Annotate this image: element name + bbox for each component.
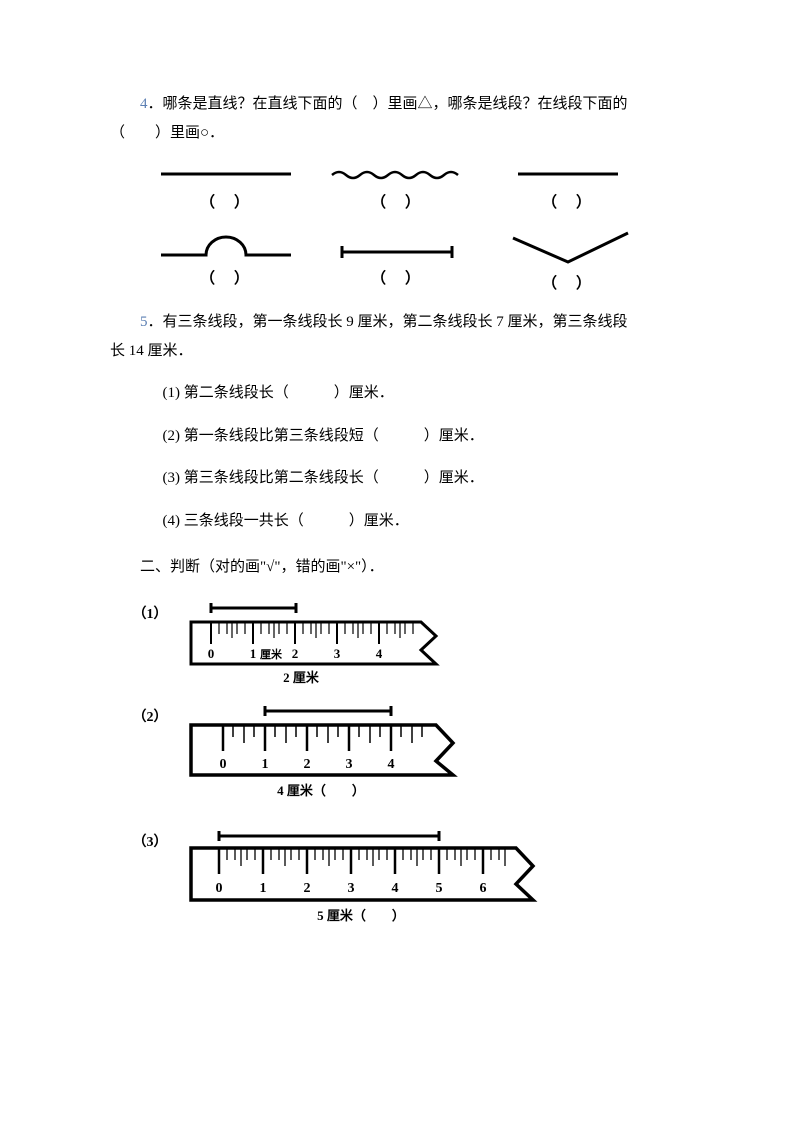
q4-text-a: ．哪条是直线？在直线下面的（ ）里画△，哪条是线段？在线段下面的 [148,96,628,112]
q4-line1: 4．哪条是直线？在直线下面的（ ）里画△，哪条是线段？在线段下面的 [110,90,683,119]
blank-5[interactable]: （ ） [322,265,472,294]
q5-s1[interactable]: (1) 第二条线段长（ ）厘米． [163,379,684,408]
r1-t0: 0 [208,646,215,661]
r3-t6: 6 [480,881,487,896]
q5-line2: 长 14 厘米． [110,337,683,366]
r2-t0: 0 [220,757,227,772]
shape-straight-long: （ ） [151,159,301,218]
r2-num: （2） [133,710,168,725]
r3-t2: 2 [304,881,311,896]
r1-caption: 2 厘米 [283,670,320,685]
q5-line1: 5．有三条线段，第一条线段长 9 厘米，第二条线段长 7 厘米，第三条线段 [110,308,683,337]
q5-s4[interactable]: (4) 三条线段一共长（ ）厘米． [163,507,684,536]
q4-row2: （ ） （ ） （ ） [140,230,653,299]
r1-t3: 3 [334,646,341,661]
r1-t2: 2 [292,646,299,661]
blank-6[interactable]: （ ） [493,270,643,299]
r3-t4: 4 [392,881,399,896]
r1-num: （1） [133,607,168,622]
blank-1[interactable]: （ ） [151,189,301,218]
blank-2[interactable]: （ ） [322,189,472,218]
q5-num: 5 [140,314,148,330]
r2-t1: 1 [262,757,269,772]
q5-s3[interactable]: (3) 第三条线段比第二条线段长（ ）厘米． [163,464,684,493]
q5-s2[interactable]: (2) 第一条线段比第三条线段短（ ）厘米． [163,422,684,451]
r1-t1: 1 [250,646,257,661]
q4-num: 4 [140,96,148,112]
shape-wavy: （ ） [322,159,472,218]
shape-segment: （ ） [322,230,472,299]
r2-t2: 2 [304,757,311,772]
section2-title: 二、判断（对的画"√"，错的画"×"）． [140,553,683,582]
q4-row1: （ ） （ ） （ ） [140,159,653,218]
r3-t3: 3 [348,881,355,896]
ruler-block-2: （2） 0 1 2 3 4 4 厘米（ ） [133,703,684,798]
ruler-block-3: （3） 0 1 2 3 4 5 6 5 厘米（ ） [133,828,684,923]
r3-t1: 1 [260,881,267,896]
r1-unit: 厘米 [260,647,283,661]
q4-line2: （ ）里画○． [110,119,683,148]
r1-t4: 4 [376,646,383,661]
r3-t0: 0 [216,881,223,896]
r3-t5: 5 [436,881,443,896]
shape-vee: （ ） [493,230,643,299]
blank-3[interactable]: （ ） [493,189,643,218]
shape-straight-short: （ ） [493,159,643,218]
r2-t3: 3 [346,757,353,772]
r2-t4: 4 [388,757,395,772]
r2-caption: 4 厘米（ ） [277,783,365,798]
ruler-block-1: （1） 0 1 厘米 2 3 4 2 厘米 [133,600,684,685]
r3-caption: 5 厘米（ ） [317,908,405,923]
blank-4[interactable]: （ ） [151,265,301,294]
shape-bump: （ ） [151,230,301,299]
r3-num: （3） [133,835,168,850]
q5-lead: ．有三条线段，第一条线段长 9 厘米，第二条线段长 7 厘米，第三条线段 [148,314,628,330]
